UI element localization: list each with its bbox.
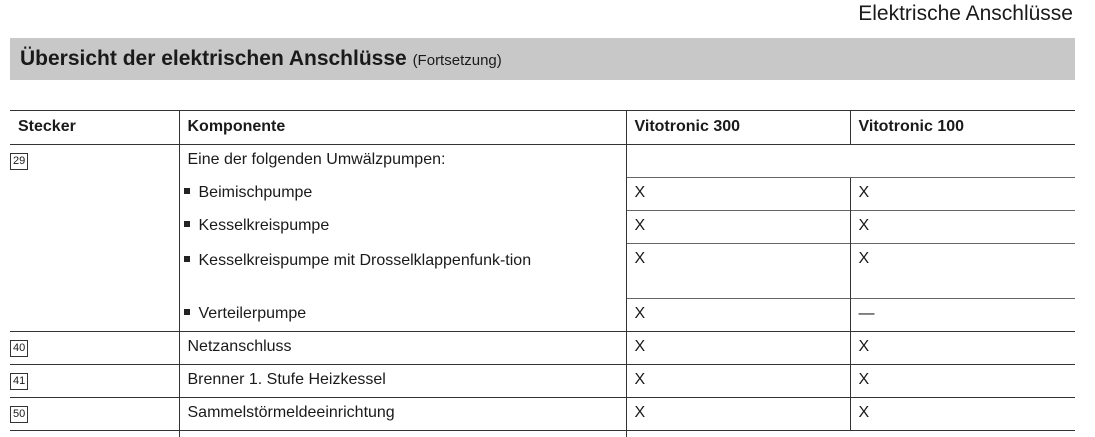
v300-cell: X (626, 398, 850, 431)
v100-cell: — (850, 299, 1075, 332)
header-stecker: Stecker (10, 111, 179, 145)
v100-cell (850, 431, 1075, 437)
section-title: Übersicht der elektrischen Anschlüsse (F… (20, 47, 502, 71)
bullet-icon (184, 188, 190, 194)
v100-cell: X (850, 211, 1075, 244)
header-vitotronic-100: Vitotronic 100 (850, 111, 1075, 145)
v100-cell: X (850, 244, 1075, 299)
connections-table: Stecker Komponente Vitotronic 300 Vitotr… (10, 110, 1075, 437)
komponente-text: Beimischpumpe (199, 184, 313, 201)
connector-number: 50 (10, 406, 28, 423)
section-title-text: Übersicht der elektrischen Anschlüsse (20, 47, 407, 70)
stecker-cell: 29 (10, 145, 179, 332)
table-header-row: Stecker Komponente Vitotronic 300 Vitotr… (10, 111, 1075, 145)
section-title-bar: Übersicht der elektrischen Anschlüsse (F… (10, 38, 1075, 80)
v100-cell: X (850, 365, 1075, 398)
stecker-cell: 40 (10, 332, 179, 365)
stecker-cell (10, 431, 179, 437)
v300-cell (626, 431, 850, 437)
table-row: 29 Eine der folgenden Umwälzpumpen: (10, 145, 1075, 178)
bullet-icon (184, 309, 190, 315)
connector-number: 41 (10, 373, 28, 390)
komponente-text: Kesselkreispumpe mit Drosselklappenfunk-… (199, 252, 532, 269)
bullet-icon (184, 256, 190, 262)
v300-cell: X (626, 211, 850, 244)
v100-cell: X (850, 178, 1075, 211)
v300-cell: X (626, 332, 850, 365)
komponente-cell: Kesselkreispumpe (179, 211, 626, 244)
komponente-text: Kesselkreispumpe (199, 217, 330, 234)
komponente-cell: Brenner 1. Stufe Heizkessel (179, 365, 626, 398)
komponente-cell: Sammelstörmeldeeinrichtung (179, 398, 626, 431)
komponente-cell (179, 431, 626, 437)
v300-cell: X (626, 365, 850, 398)
chapter-header: Elektrische Anschlüsse (858, 2, 1073, 26)
komponente-cell: Kesselkreispumpe mit Drosselklappenfunk-… (179, 244, 626, 299)
bullet-icon (184, 221, 190, 227)
v100-cell: X (850, 398, 1075, 431)
v300-cell: X (626, 244, 850, 299)
table-row: 50 Sammelstörmeldeeinrichtung X X (10, 398, 1075, 431)
connector-number: 29 (10, 153, 28, 170)
table-row-cut-off (10, 431, 1075, 437)
komponente-text: Verteilerpumpe (199, 305, 307, 322)
table-row: 41 Brenner 1. Stufe Heizkessel X X (10, 365, 1075, 398)
v300-cell: X (626, 178, 850, 211)
empty-cell (626, 145, 1075, 178)
stecker-cell: 50 (10, 398, 179, 431)
v300-cell: X (626, 299, 850, 332)
komponente-cell: Beimischpumpe (179, 178, 626, 211)
komponente-cell: Verteilerpumpe (179, 299, 626, 332)
komponente-cell: Eine der folgenden Umwälzpumpen: (179, 145, 626, 178)
table-row: 40 Netzanschluss X X (10, 332, 1075, 365)
stecker-cell: 41 (10, 365, 179, 398)
v100-cell: X (850, 332, 1075, 365)
header-vitotronic-300: Vitotronic 300 (626, 111, 850, 145)
komponente-cell: Netzanschluss (179, 332, 626, 365)
header-komponente: Komponente (179, 111, 626, 145)
section-subtitle: (Fortsetzung) (413, 52, 502, 69)
connector-number: 40 (10, 340, 28, 357)
